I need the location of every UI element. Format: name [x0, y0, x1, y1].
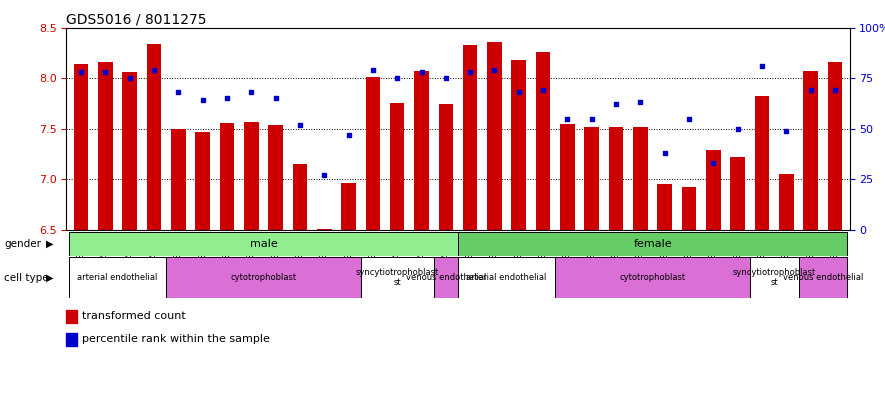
Point: [171, 89, 185, 95]
Text: ▶: ▶: [46, 239, 53, 249]
Bar: [317, 229, 332, 230]
Point: [560, 116, 574, 122]
Bar: [361, 257, 434, 298]
Bar: [609, 127, 623, 230]
Text: gender: gender: [4, 239, 42, 249]
Text: percentile rank within the sample: percentile rank within the sample: [82, 334, 270, 344]
Point: [585, 116, 599, 122]
Point: [609, 101, 623, 108]
Bar: [487, 42, 502, 230]
Bar: [750, 257, 798, 298]
Bar: [366, 77, 381, 230]
Text: female: female: [634, 239, 672, 249]
Bar: [122, 72, 137, 230]
Bar: [458, 232, 847, 256]
Point: [488, 67, 502, 73]
Bar: [414, 71, 429, 230]
Bar: [706, 150, 720, 230]
Point: [293, 121, 307, 128]
Point: [268, 95, 282, 101]
Text: ▶: ▶: [46, 273, 53, 283]
Bar: [196, 132, 210, 230]
Point: [780, 128, 794, 134]
Point: [755, 63, 769, 69]
Bar: [166, 257, 361, 298]
Point: [512, 89, 526, 95]
Point: [439, 75, 453, 81]
Point: [658, 150, 672, 156]
Point: [244, 89, 258, 95]
Text: syncytiotrophoblast
st: syncytiotrophoblast st: [356, 268, 439, 287]
Bar: [512, 60, 526, 230]
Point: [122, 75, 136, 81]
Text: cell type: cell type: [4, 273, 49, 283]
Bar: [439, 105, 453, 230]
Bar: [66, 333, 77, 346]
Text: venous endothelial: venous endothelial: [782, 273, 863, 282]
Point: [463, 69, 477, 75]
Bar: [244, 121, 258, 230]
Point: [147, 67, 161, 73]
Text: male: male: [250, 239, 277, 249]
Bar: [73, 64, 88, 230]
Bar: [219, 123, 235, 230]
Point: [682, 116, 696, 122]
Bar: [463, 45, 477, 230]
Bar: [658, 184, 672, 230]
Bar: [730, 157, 745, 230]
Bar: [804, 71, 818, 230]
Point: [196, 97, 210, 103]
Bar: [827, 62, 843, 230]
Bar: [98, 62, 112, 230]
Bar: [293, 164, 307, 230]
Text: arterial endothelial: arterial endothelial: [77, 273, 158, 282]
Bar: [798, 257, 847, 298]
Text: arterial endothelial: arterial endothelial: [466, 273, 547, 282]
Text: GDS5016 / 8011275: GDS5016 / 8011275: [66, 12, 207, 26]
Point: [73, 69, 88, 75]
Text: cytotrophoblast: cytotrophoblast: [620, 273, 686, 282]
Bar: [268, 125, 283, 230]
Bar: [69, 232, 458, 256]
Bar: [584, 127, 599, 230]
Point: [98, 69, 112, 75]
Point: [342, 132, 356, 138]
Text: venous endothelial: venous endothelial: [405, 273, 486, 282]
Bar: [69, 257, 166, 298]
Text: syncytiotrophoblast
st: syncytiotrophoblast st: [733, 268, 816, 287]
Bar: [390, 103, 404, 230]
Bar: [434, 257, 458, 298]
Bar: [755, 96, 769, 230]
Text: cytotrophoblast: cytotrophoblast: [230, 273, 296, 282]
Point: [828, 87, 843, 94]
Bar: [458, 257, 555, 298]
Point: [414, 69, 428, 75]
Bar: [779, 174, 794, 230]
Bar: [171, 129, 186, 230]
Bar: [535, 52, 550, 230]
Point: [804, 87, 818, 94]
Point: [634, 99, 648, 106]
Text: transformed count: transformed count: [82, 311, 186, 321]
Point: [366, 67, 380, 73]
Point: [731, 125, 745, 132]
Point: [317, 172, 331, 178]
Bar: [633, 127, 648, 230]
Point: [390, 75, 404, 81]
Bar: [560, 124, 574, 230]
Point: [219, 95, 234, 101]
Point: [536, 87, 550, 94]
Bar: [66, 310, 77, 323]
Bar: [555, 257, 750, 298]
Bar: [147, 44, 161, 230]
Point: [706, 160, 720, 166]
Bar: [342, 184, 356, 230]
Bar: [681, 187, 696, 230]
